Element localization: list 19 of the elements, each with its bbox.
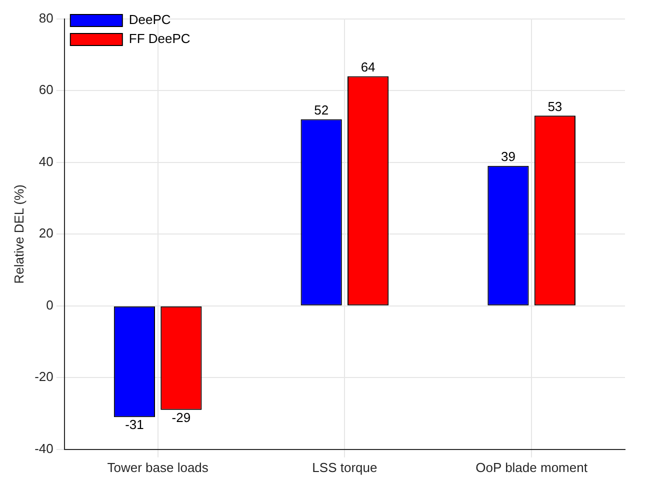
x-tick-label: OoP blade moment bbox=[476, 460, 588, 475]
y-tick-label: 80 bbox=[38, 10, 54, 26]
data-label: 64 bbox=[360, 59, 376, 74]
x-tick-label: Tower base loads bbox=[107, 460, 209, 475]
x-tick-label: LSS torque bbox=[312, 460, 378, 475]
y-tick-label: 0 bbox=[46, 297, 54, 312]
y-tick-label: -40 bbox=[34, 440, 54, 456]
data-label: 39 bbox=[500, 149, 516, 164]
legend-label: FF DeePC bbox=[128, 31, 190, 46]
data-label: -31 bbox=[125, 417, 144, 432]
data-label: 52 bbox=[314, 102, 329, 118]
y-tick-label: 40 bbox=[38, 154, 54, 169]
data-label: 53 bbox=[548, 98, 562, 114]
legend-label: DeePC bbox=[128, 12, 171, 28]
y-tick-label: 60 bbox=[38, 82, 54, 98]
y-tick-label: -20 bbox=[34, 369, 54, 384]
y-tick-label: 20 bbox=[38, 226, 54, 241]
data-label: -29 bbox=[172, 410, 191, 426]
y-axis-title: Relative DEL (%) bbox=[11, 184, 26, 284]
